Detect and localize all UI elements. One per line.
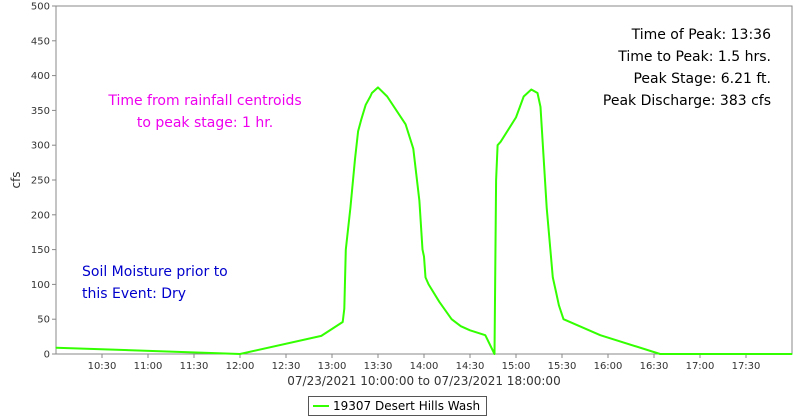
data-point bbox=[412, 148, 414, 150]
data-point bbox=[371, 92, 373, 94]
data-point bbox=[523, 95, 525, 98]
data-point bbox=[451, 318, 453, 320]
peak-stage: Peak Stage: 6.21 ft. bbox=[633, 71, 771, 87]
y-tick-label: 100 bbox=[31, 280, 50, 291]
centroid-note-line1: Time from rainfall centroids bbox=[108, 93, 302, 109]
data-point bbox=[55, 347, 57, 349]
x-tick-label: 16:30 bbox=[640, 361, 669, 372]
y-tick-label: 200 bbox=[31, 210, 50, 221]
soil-moisture-line2: this Event: Dry bbox=[82, 286, 187, 302]
centroid-note-line2: to peak stage: 1 hr. bbox=[136, 115, 274, 131]
x-tick-label: 15:00 bbox=[502, 361, 531, 372]
data-point bbox=[555, 290, 557, 292]
legend-label: 19307 Desert Hills Wash bbox=[333, 399, 481, 413]
series-layer bbox=[55, 86, 793, 355]
data-point bbox=[424, 276, 427, 279]
data-point bbox=[552, 276, 554, 279]
data-point bbox=[536, 92, 539, 94]
y-tick-label: 50 bbox=[37, 315, 50, 326]
data-point bbox=[377, 86, 379, 89]
data-point bbox=[421, 249, 424, 251]
soil-moisture-line1: Soil Moisture prior to bbox=[82, 264, 228, 280]
x-tick-label: 17:30 bbox=[732, 361, 761, 372]
centroid-note: Time from rainfall centroids to peak sta… bbox=[70, 90, 340, 134]
y-tick-label: 500 bbox=[31, 2, 50, 13]
data-point bbox=[493, 353, 496, 355]
legend: 19307 Desert Hills Wash bbox=[308, 396, 488, 416]
data-point bbox=[418, 200, 420, 202]
x-axis-title: 07/23/2021 10:00:00 to 07/23/2021 18:00:… bbox=[287, 374, 560, 388]
data-point bbox=[428, 283, 430, 285]
data-point bbox=[343, 308, 345, 310]
data-point bbox=[460, 325, 462, 327]
y-tick-label: 0 bbox=[44, 350, 50, 361]
series-line-0 bbox=[55, 86, 792, 355]
data-point bbox=[791, 353, 793, 355]
x-tick-label: 14:00 bbox=[410, 361, 439, 372]
x-tick-label: 12:00 bbox=[226, 361, 255, 372]
data-point bbox=[558, 304, 560, 306]
soil-moisture-note: Soil Moisture prior to this Event: Dry bbox=[82, 261, 228, 305]
x-tick-label: 13:30 bbox=[364, 361, 393, 372]
y-tick-label: 450 bbox=[31, 36, 50, 47]
data-point bbox=[423, 255, 425, 258]
data-point bbox=[438, 301, 440, 303]
peak-discharge: Peak Discharge: 383 cfs bbox=[602, 93, 771, 109]
data-point bbox=[546, 207, 548, 209]
data-point bbox=[345, 249, 347, 251]
y-tick-label: 250 bbox=[31, 176, 50, 187]
x-tick-label: 11:30 bbox=[180, 361, 209, 372]
time-of-peak: Time of Peak: 13:36 bbox=[631, 27, 771, 43]
data-point bbox=[530, 88, 532, 91]
data-point bbox=[515, 116, 517, 118]
peak-summary: Time of Peak: 13:36 Time to Peak: 1.5 hr… bbox=[603, 24, 771, 112]
x-tick-label: 15:30 bbox=[548, 361, 577, 372]
y-tick-label: 300 bbox=[31, 141, 50, 152]
time-to-peak: Time to Peak: 1.5 hrs. bbox=[618, 49, 771, 65]
y-tick-label: 150 bbox=[31, 245, 50, 256]
data-point bbox=[360, 119, 362, 121]
data-point bbox=[500, 141, 502, 143]
data-point bbox=[495, 179, 497, 181]
y-tick-label: 400 bbox=[31, 71, 50, 82]
data-point bbox=[599, 334, 601, 336]
data-point bbox=[562, 318, 565, 320]
data-point bbox=[497, 144, 499, 146]
data-point bbox=[342, 321, 344, 323]
y-axis-title: cfs bbox=[9, 171, 23, 188]
y-tick-label: 350 bbox=[31, 106, 50, 117]
data-point bbox=[349, 207, 351, 209]
legend-swatch bbox=[313, 405, 329, 407]
data-point bbox=[357, 130, 359, 132]
y-axis: 0 50 100 150 200 250 300 350 400 450 500 bbox=[31, 2, 56, 361]
plot-area bbox=[55, 5, 793, 355]
x-tick-label: 11:00 bbox=[134, 361, 163, 372]
data-point bbox=[386, 95, 388, 98]
data-point bbox=[239, 353, 241, 355]
x-tick-label: 13:00 bbox=[318, 361, 347, 372]
data-point bbox=[659, 353, 661, 355]
x-tick-label: 12:30 bbox=[272, 361, 301, 372]
data-point bbox=[405, 123, 407, 125]
data-point bbox=[369, 95, 371, 98]
x-tick-label: 16:00 bbox=[594, 361, 623, 372]
data-point bbox=[365, 104, 367, 106]
data-point bbox=[354, 158, 356, 160]
data-point bbox=[484, 334, 486, 336]
x-tick-label: 17:00 bbox=[686, 361, 715, 372]
data-point bbox=[320, 335, 322, 337]
data-point bbox=[539, 106, 542, 108]
data-point bbox=[469, 329, 471, 331]
x-tick-label: 10:30 bbox=[88, 361, 117, 372]
x-tick-label: 14:30 bbox=[456, 361, 485, 372]
x-axis: 10:30 11:00 11:30 12:00 12:30 13:00 13:30 14:00… bbox=[88, 354, 761, 372]
